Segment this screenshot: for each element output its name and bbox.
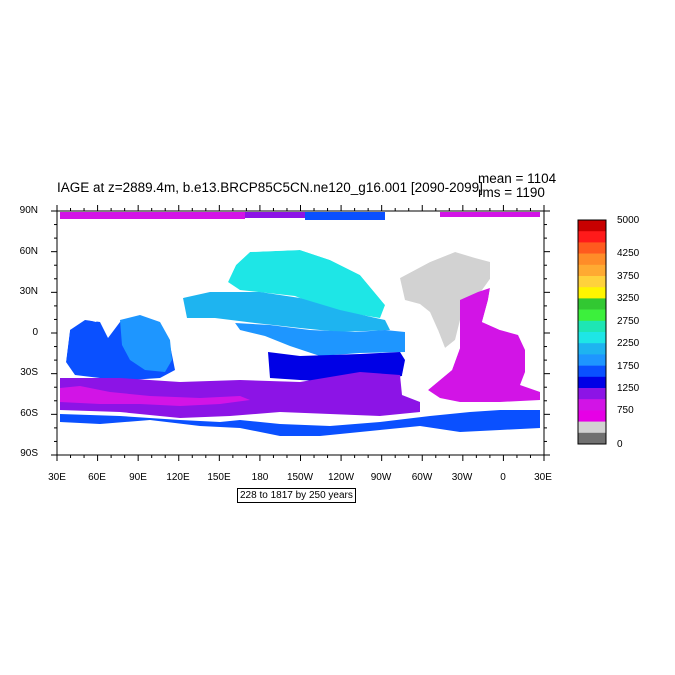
equatorial-pacific-azure [235,323,405,356]
land-europe [482,248,544,335]
colorbar-swatch [578,376,606,389]
southern-rim-blue [60,410,540,436]
land-indonesia [170,318,240,338]
lon-label: 180 [251,472,269,483]
north-pacific-cyan [228,250,385,318]
colorbar-label: 5000 [617,215,640,226]
colorbar-swatch [578,309,606,322]
colorbar-label: 2750 [617,316,640,327]
lat-label: 90N [19,205,38,216]
contour-interval-label: 228 to 1817 by 250 years [237,488,356,503]
arctic-band-blue [305,212,385,220]
colorbar-swatch [578,388,606,400]
north-atlantic-nodata [400,252,492,348]
indian-ocean-azure [120,315,172,372]
lon-label: 120E [166,472,190,483]
lon-label: 30W [451,472,473,483]
colorbar-label: 2250 [617,338,640,349]
colorbar-swatch [578,399,606,411]
tick-marks [51,205,550,461]
land-southern-africa [57,378,60,388]
lon-label: 90W [370,472,392,483]
north-pacific-sky [183,292,390,332]
lon-label: 60W [411,472,433,483]
colorbar-swatch [578,298,606,310]
colorbar-swatch [578,231,606,243]
ocean-field [57,212,544,455]
colorbar-swatch [578,421,606,434]
lon-label: 90E [129,472,147,483]
colorbar-swatch [578,343,606,355]
atlantic-magenta [428,288,540,402]
lat-label: 0 [32,327,38,338]
lon-label: 60E [88,472,106,483]
land-africa-west [57,318,70,378]
lon-label: 150W [286,472,314,483]
lon-label: 0 [500,472,506,483]
colorbar-label: 750 [617,405,634,416]
colorbar-label: 1250 [617,383,640,394]
colorbar-swatch [578,410,606,422]
colorbar-outline [577,219,607,445]
colorbar-swatch [578,264,606,277]
southern-ocean-violet [60,372,420,418]
lat-label: 60N [19,246,38,257]
land-south-america [402,330,460,398]
mean-value: mean = 1104 [478,171,557,186]
lat-label: 60S [20,408,38,419]
lat-label: 30S [20,367,38,378]
colorbar-swatch [578,354,606,366]
colorbar-label: 1750 [617,361,640,372]
colorbar-label: 4250 [617,248,640,259]
colorbar [577,219,607,445]
land-north-america [300,222,455,332]
lon-label: 30E [534,472,552,483]
colorbar-label: 0 [617,439,623,450]
lat-label: 90S [20,448,38,459]
colorbar-swatch [578,365,606,378]
colorbar-swatch [578,242,606,254]
arctic-band-magenta-east [440,212,540,217]
colorbar-swatch [578,276,606,288]
lon-label: 150E [207,472,231,483]
colorbar-swatch [578,320,606,333]
colorbar-label: 3250 [617,293,640,304]
colorbar-swatch [578,253,606,266]
lon-label: 30E [48,472,66,483]
lat-label: 30N [19,286,38,297]
arctic-band-violet [245,212,305,218]
land-australia [178,335,240,378]
lon-label: 120W [327,472,355,483]
southern-ocean-magenta [60,386,250,406]
colorbar-swatch [578,220,606,232]
colorbar-label: 3750 [617,271,640,282]
colorbar-swatch [578,332,606,344]
rms-value: rms = 1190 [478,185,545,200]
map-title: IAGE at z=2889.4m, b.e13.BRCP85C5CN.ne12… [57,180,483,195]
land-antarctica [57,422,544,455]
colorbar-swatch [578,287,606,299]
colorbar-swatch [578,432,606,445]
arctic-band-magenta [60,212,245,219]
land-asia [57,220,340,330]
